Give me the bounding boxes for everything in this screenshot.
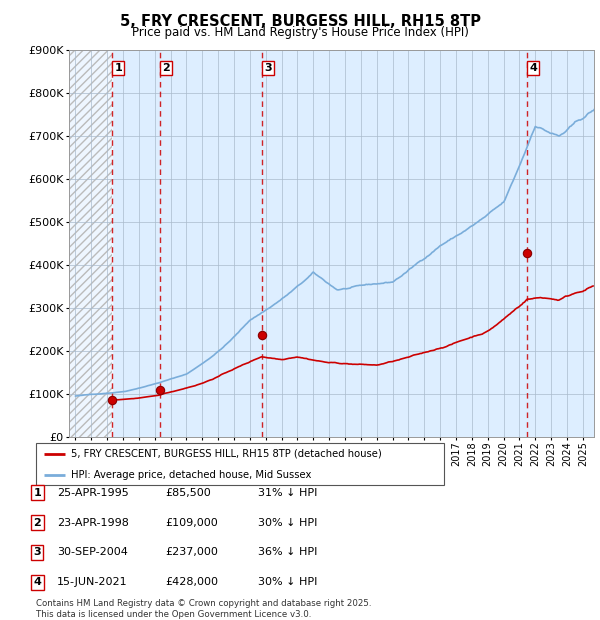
Text: 30% ↓ HPI: 30% ↓ HPI [258, 577, 317, 587]
Text: £109,000: £109,000 [165, 518, 218, 528]
Text: 15-JUN-2021: 15-JUN-2021 [57, 577, 128, 587]
Text: 23-APR-1998: 23-APR-1998 [57, 518, 129, 528]
Text: £85,500: £85,500 [165, 488, 211, 498]
Bar [69, 50, 112, 437]
Text: 3: 3 [34, 547, 41, 557]
Text: 36% ↓ HPI: 36% ↓ HPI [258, 547, 317, 557]
Text: 4: 4 [33, 577, 41, 587]
Text: £237,000: £237,000 [165, 547, 218, 557]
Text: 31% ↓ HPI: 31% ↓ HPI [258, 488, 317, 498]
Text: 30-SEP-2004: 30-SEP-2004 [57, 547, 128, 557]
Text: 4: 4 [529, 63, 537, 73]
Text: 3: 3 [264, 63, 272, 73]
Text: 25-APR-1995: 25-APR-1995 [57, 488, 129, 498]
Text: HPI: Average price, detached house, Mid Sussex: HPI: Average price, detached house, Mid … [71, 470, 311, 480]
Text: 5, FRY CRESCENT, BURGESS HILL, RH15 8TP (detached house): 5, FRY CRESCENT, BURGESS HILL, RH15 8TP … [71, 449, 382, 459]
Text: Contains HM Land Registry data © Crown copyright and database right 2025.
This d: Contains HM Land Registry data © Crown c… [36, 600, 371, 619]
Text: Price paid vs. HM Land Registry's House Price Index (HPI): Price paid vs. HM Land Registry's House … [131, 26, 469, 39]
Text: 1: 1 [34, 488, 41, 498]
Text: 5, FRY CRESCENT, BURGESS HILL, RH15 8TP: 5, FRY CRESCENT, BURGESS HILL, RH15 8TP [119, 14, 481, 29]
Bar [69, 50, 112, 437]
Text: 30% ↓ HPI: 30% ↓ HPI [258, 518, 317, 528]
Text: 2: 2 [34, 518, 41, 528]
Text: 1: 1 [115, 63, 122, 73]
Text: £428,000: £428,000 [165, 577, 218, 587]
Text: 2: 2 [162, 63, 170, 73]
